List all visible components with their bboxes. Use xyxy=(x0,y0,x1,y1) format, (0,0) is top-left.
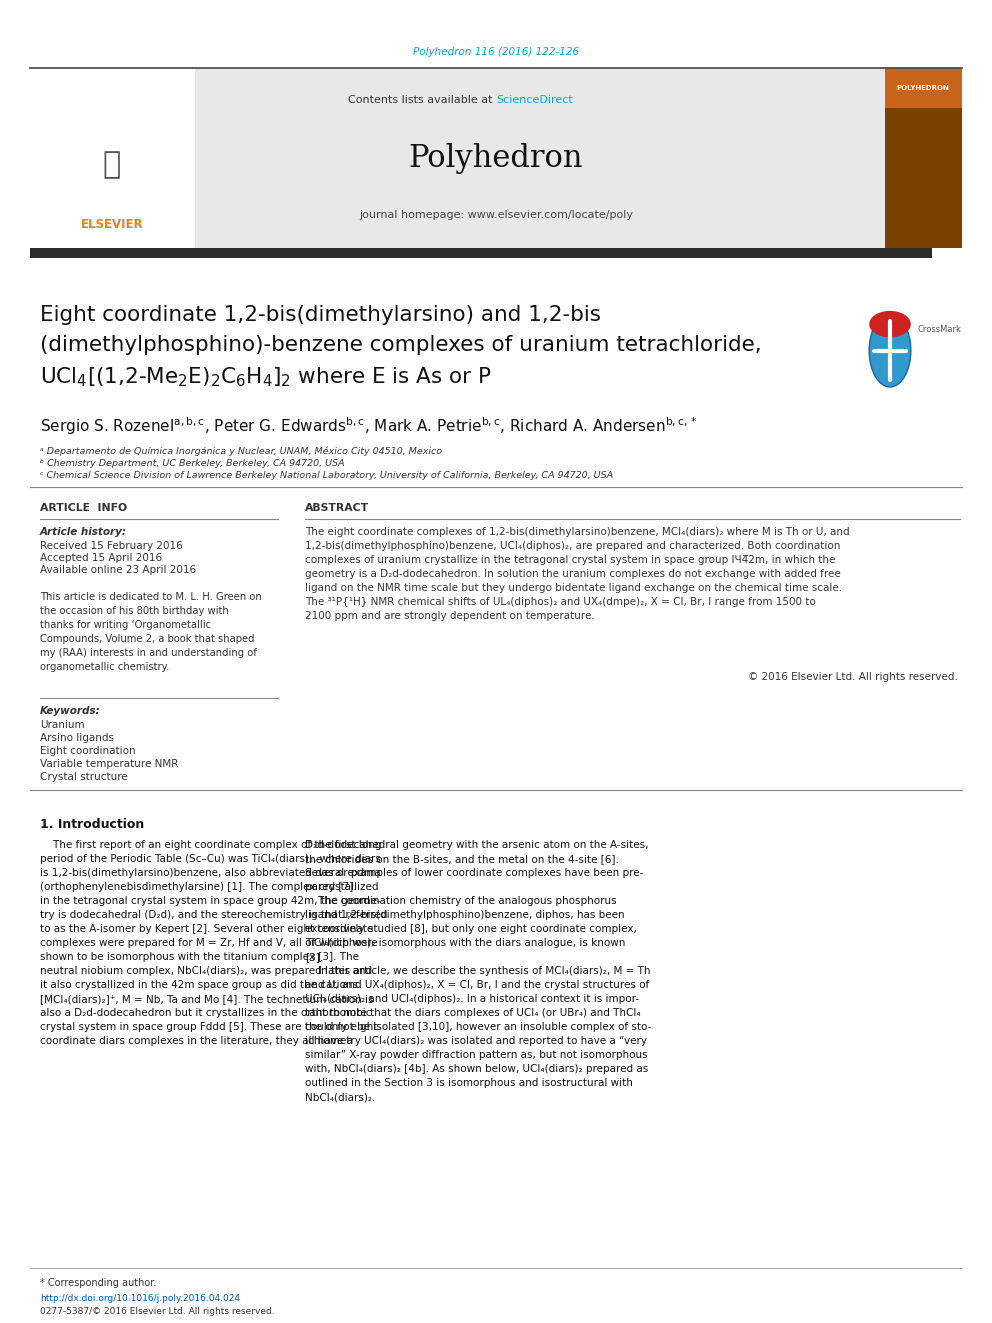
Text: The first report of an eight coordinate complex of the first long
period of the : The first report of an eight coordinate … xyxy=(40,840,387,1046)
Text: ᵇ Chemistry Department, UC Berkeley, Berkeley, CA 94720, USA: ᵇ Chemistry Department, UC Berkeley, Ber… xyxy=(40,459,344,468)
Text: © 2016 Elsevier Ltd. All rights reserved.: © 2016 Elsevier Ltd. All rights reserved… xyxy=(748,672,958,681)
Text: Uranium: Uranium xyxy=(40,720,84,730)
Text: Keywords:: Keywords: xyxy=(40,706,100,716)
Text: ELSEVIER: ELSEVIER xyxy=(80,218,143,232)
Text: Article history:: Article history: xyxy=(40,527,127,537)
Text: CrossMark: CrossMark xyxy=(918,325,961,333)
Text: ABSTRACT: ABSTRACT xyxy=(305,503,369,513)
Text: Crystal structure: Crystal structure xyxy=(40,773,128,782)
Text: (dimethylphosphino)-benzene complexes of uranium tetrachloride,: (dimethylphosphino)-benzene complexes of… xyxy=(40,335,762,355)
Text: ScienceDirect: ScienceDirect xyxy=(496,95,572,105)
Text: * Corresponding author.: * Corresponding author. xyxy=(40,1278,157,1289)
Text: Eight coordination: Eight coordination xyxy=(40,746,136,755)
Text: Accepted 15 April 2016: Accepted 15 April 2016 xyxy=(40,553,162,564)
Text: ᵃ Departamento de Química Inorgánica y Nuclear, UNAM, México City 04510, Mexico: ᵃ Departamento de Química Inorgánica y N… xyxy=(40,447,442,456)
Text: Contents lists available at: Contents lists available at xyxy=(348,95,496,105)
Text: Variable temperature NMR: Variable temperature NMR xyxy=(40,759,179,769)
Text: This article is dedicated to M. L. H. Green on
the occasion of his 80th birthday: This article is dedicated to M. L. H. Gr… xyxy=(40,591,262,672)
Text: The eight coordinate complexes of 1,2-bis(dimethylarsino)benzene, MCl₄(diars)₂ w: The eight coordinate complexes of 1,2-bi… xyxy=(305,527,849,620)
Text: 🌲: 🌲 xyxy=(103,151,121,180)
Text: UCl$_4$[(1,2-Me$_2$E)$_2$C$_6$H$_4$]$_2$ where E is As or P: UCl$_4$[(1,2-Me$_2$E)$_2$C$_6$H$_4$]$_2$… xyxy=(40,365,491,389)
Text: ᶜ Chemical Science Division of Lawrence Berkeley National Laboratory, University: ᶜ Chemical Science Division of Lawrence … xyxy=(40,471,613,480)
Text: Arsino ligands: Arsino ligands xyxy=(40,733,114,744)
Text: Polyhedron 116 (2016) 122-126: Polyhedron 116 (2016) 122-126 xyxy=(413,48,579,57)
Text: Sergio S. Rozenel$^{\mathsf{a,b,c}}$, Peter G. Edwards$^{\mathsf{b,c}}$, Mark A.: Sergio S. Rozenel$^{\mathsf{a,b,c}}$, Pe… xyxy=(40,415,697,437)
Text: D₂d-dodecahedral geometry with the arsenic atom on the A-sites,
the chlorides on: D₂d-dodecahedral geometry with the arsen… xyxy=(305,840,652,1102)
Bar xyxy=(885,67,962,247)
Text: ARTICLE  INFO: ARTICLE INFO xyxy=(40,503,127,513)
Text: Received 15 February 2016: Received 15 February 2016 xyxy=(40,541,183,550)
Text: journal homepage: www.elsevier.com/locate/poly: journal homepage: www.elsevier.com/locat… xyxy=(359,210,633,220)
Text: Polyhedron: Polyhedron xyxy=(409,143,583,173)
Text: http://dx.doi.org/10.1016/j.poly.2016.04.024: http://dx.doi.org/10.1016/j.poly.2016.04… xyxy=(40,1294,240,1303)
Bar xyxy=(885,67,962,108)
Bar xyxy=(30,247,932,258)
Text: 0277-5387/© 2016 Elsevier Ltd. All rights reserved.: 0277-5387/© 2016 Elsevier Ltd. All right… xyxy=(40,1307,275,1316)
Ellipse shape xyxy=(869,314,911,386)
Text: Available online 23 April 2016: Available online 23 April 2016 xyxy=(40,565,196,576)
Bar xyxy=(30,67,932,247)
Text: 1. Introduction: 1. Introduction xyxy=(40,818,144,831)
Bar xyxy=(30,67,195,247)
Ellipse shape xyxy=(869,311,911,337)
Text: Eight coordinate 1,2-bis(dimethylarsino) and 1,2-bis: Eight coordinate 1,2-bis(dimethylarsino)… xyxy=(40,306,601,325)
Text: POLYHEDRON: POLYHEDRON xyxy=(897,85,949,91)
